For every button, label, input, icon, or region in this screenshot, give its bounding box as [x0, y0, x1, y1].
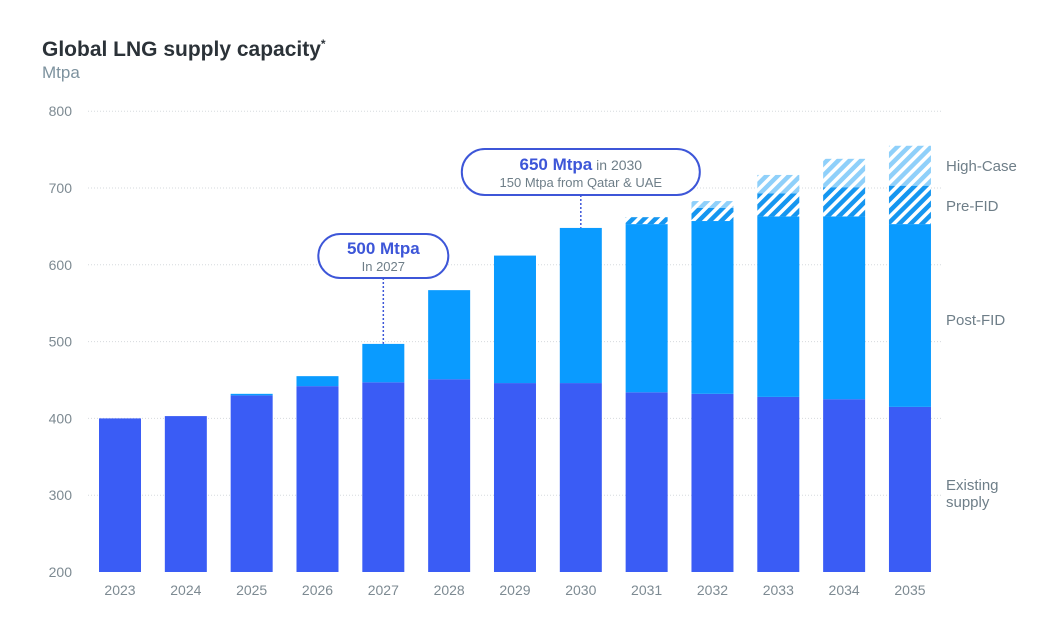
y-tick-label: 500: [49, 334, 73, 350]
bar-existing-supply-2033: [757, 396, 800, 572]
annotation-subtitle: In 2027: [362, 259, 405, 274]
annotation-subtitle: 150 Mtpa from Qatar & UAE: [500, 175, 663, 190]
bar-post-fid-2025: [230, 393, 273, 396]
x-tick-label: 2028: [434, 582, 465, 598]
chart-title: Global LNG supply capacity*: [42, 37, 326, 61]
y-tick-label: 600: [49, 257, 73, 273]
bar-pre-fid-2035: [888, 185, 931, 225]
x-tick-label: 2034: [829, 582, 860, 598]
x-tick-label: 2027: [368, 582, 399, 598]
bar-existing-supply-2025: [230, 395, 273, 572]
x-tick-label: 2023: [104, 582, 135, 598]
bar-pre-fid-2034: [823, 187, 866, 217]
legend-label: Existing: [946, 477, 999, 494]
bar-post-fid-2035: [888, 224, 931, 407]
bar-high-case-2035: [888, 145, 931, 186]
bar-existing-supply-2030: [559, 383, 602, 572]
bar-high-case-2034: [823, 158, 866, 188]
legend-label: High-Case: [946, 158, 1017, 175]
x-tick-label: 2035: [894, 582, 925, 598]
bar-existing-supply-2026: [296, 386, 339, 572]
bar-post-fid-2026: [296, 376, 339, 387]
annotation-title: 500 Mtpa: [347, 239, 420, 258]
bar-post-fid-2030: [559, 227, 602, 384]
x-tick-label: 2033: [763, 582, 794, 598]
x-tick-label: 2025: [236, 582, 267, 598]
bar-pre-fid-2032: [691, 207, 734, 222]
bar-existing-supply-2028: [428, 379, 471, 572]
x-tick-label: 2029: [499, 582, 530, 598]
bar-post-fid-2027: [362, 343, 405, 383]
bar-existing-supply-2023: [99, 418, 141, 572]
bar-existing-supply-2034: [823, 399, 866, 572]
bar-high-case-2032: [691, 201, 734, 208]
bar-existing-supply-2024: [164, 416, 207, 572]
y-tick-label: 400: [49, 410, 73, 426]
legend-label: Pre-FID: [946, 198, 999, 215]
x-tick-label: 2032: [697, 582, 728, 598]
bar-post-fid-2028: [428, 290, 471, 380]
bar-pre-fid-2031: [625, 217, 668, 225]
bar-existing-supply-2032: [691, 393, 734, 572]
x-tick-label: 2031: [631, 582, 662, 598]
legend-label: Post-FID: [946, 312, 1005, 329]
y-tick-label: 300: [49, 487, 73, 503]
y-tick-label: 800: [49, 103, 73, 119]
bar-post-fid-2031: [625, 224, 668, 393]
bar-pre-fid-2033: [757, 193, 800, 217]
x-tick-label: 2024: [170, 582, 201, 598]
chart-subtitle: Mtpa: [42, 63, 80, 82]
x-tick-label: 2030: [565, 582, 596, 598]
bar-high-case-2033: [757, 174, 800, 194]
y-tick-label: 200: [49, 564, 73, 580]
bar-existing-supply-2031: [625, 392, 668, 572]
bar-post-fid-2034: [823, 216, 866, 400]
bar-post-fid-2032: [691, 221, 734, 394]
bar-existing-supply-2035: [888, 406, 931, 572]
x-tick-label: 2026: [302, 582, 333, 598]
bar-post-fid-2029: [493, 255, 536, 384]
annotation-bubble: [460, 148, 701, 196]
legend-label: supply: [946, 494, 990, 511]
bar-existing-supply-2029: [493, 383, 536, 572]
y-tick-label: 700: [49, 180, 73, 196]
bar-post-fid-2033: [757, 216, 800, 397]
annotation-bubble: [317, 233, 450, 279]
bar-existing-supply-2027: [362, 382, 405, 572]
annotation-title: 650 Mtpa in 2030: [520, 155, 643, 174]
